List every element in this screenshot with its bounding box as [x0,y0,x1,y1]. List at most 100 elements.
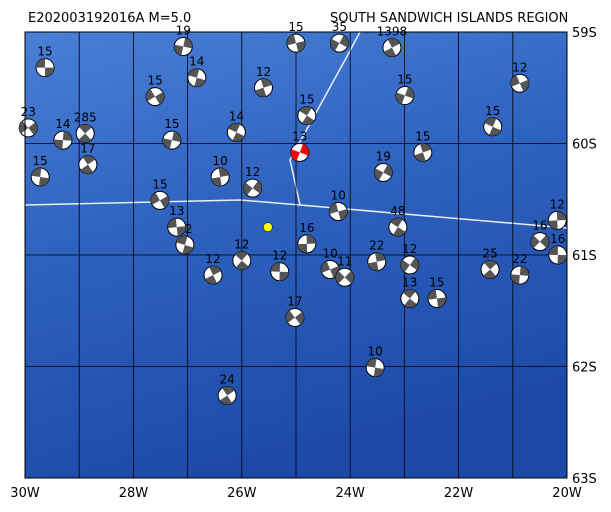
beachball [367,252,387,272]
beachball [365,358,385,378]
depth-label: 11 [337,254,352,268]
y-tick-label: 62S [572,361,597,376]
beachball [395,86,415,106]
ball-quadrant [150,192,169,209]
beachball [243,178,263,198]
beachball [286,33,306,53]
ball-quadrant [287,34,305,52]
ball-quadrant [235,251,249,270]
depth-label: 12 [402,242,417,256]
depth-label: 15 [415,129,430,143]
ball-quadrant [204,266,222,285]
depth-label: 16 [550,232,565,246]
axes: 30W 28W 26W 24W 22W 20W 59S 60S 61S 62S 63S [10,26,597,501]
depth-label: 12 [272,249,287,263]
beachball [290,142,310,162]
ball-quadrant [374,164,393,181]
depth-label: 15 [429,275,444,289]
depth-label: 10 [367,345,382,359]
depth-label: 15 [485,104,500,118]
depth-label: 35 [332,20,347,34]
plate-boundary [24,199,568,229]
ball-quadrant [548,246,567,264]
depth-label: 15 [299,93,314,107]
ball-quadrant [78,124,92,143]
beachball [226,122,246,142]
beachball [328,202,348,222]
depth-label: 10 [212,154,227,168]
ball-quadrant [400,257,419,273]
depth-label: 285 [74,110,97,124]
beachball [18,118,38,138]
ball-quadrant [146,88,165,105]
depth-label: 16 [532,219,547,233]
x-tick-label: 30W [10,486,40,501]
depth-label: 13 [292,129,307,143]
ball-quadrant [321,261,340,278]
beachball [145,87,165,107]
depth-label: 15 [397,73,412,87]
beachball [78,155,98,175]
depth-label: 15 [37,45,52,59]
beachball [253,78,273,98]
x-tick-label: 20W [552,486,582,501]
ball-quadrant [270,262,289,281]
depth-label: 15 [147,74,162,88]
beachball [530,232,550,252]
beachball [335,267,355,287]
beachball [175,235,195,255]
ball-quadrant [329,202,348,221]
beachball [547,210,567,230]
beachball [320,259,340,279]
depth-label: 17 [287,294,302,308]
depth-label: 25 [482,246,497,260]
ball-quadrant [390,218,406,237]
ball-quadrant [548,211,567,230]
depth-label: 15 [288,20,303,34]
ball-quadrant [510,75,529,92]
plate-boundary [289,31,361,206]
beachball [167,217,187,237]
beachball [297,106,317,126]
beachball [427,288,447,308]
depth-label: 12 [550,197,565,211]
region: SOUTH SANDWICH ISLANDS REGION [330,11,568,26]
depth-label: 15 [164,117,179,131]
y-tick-label: 60S [572,138,597,153]
beachball [210,167,230,187]
depth-label: 19 [176,23,191,37]
beachball [285,307,305,327]
depth-label: 19 [376,149,391,163]
ball-quadrant [484,117,501,136]
ball-quadrant [36,58,55,77]
depth-label: 24 [220,372,235,386]
event-id: E202003192016A M=5.0 [28,11,191,26]
beachball [382,38,402,58]
ball-quadrant [366,358,385,377]
ball-quadrant [19,120,38,135]
beachball [150,190,170,210]
depth-label: 14 [189,55,204,69]
beachball [373,162,393,182]
depth-label: 12 [205,252,220,266]
depth-label: 15 [152,177,167,191]
x-tick-label: 24W [335,486,365,501]
ball-quadrant [483,260,497,279]
beachball [270,262,290,282]
y-tick-label: 63S [572,472,597,487]
ball-quadrant [510,266,529,285]
beachball [480,259,500,279]
ball-quadrant [254,78,273,97]
y-tick-label: 61S [572,249,597,264]
depth-label: 13 [402,275,417,289]
depth-label: 14 [55,117,70,131]
ball-quadrant [243,180,262,196]
depth-label: 10 [331,189,346,203]
beachball [548,245,568,265]
depth-label: 12 [245,165,260,179]
ball-quadrant [188,68,206,87]
depth-label: 13 [169,204,184,218]
ball-quadrant [383,38,400,57]
